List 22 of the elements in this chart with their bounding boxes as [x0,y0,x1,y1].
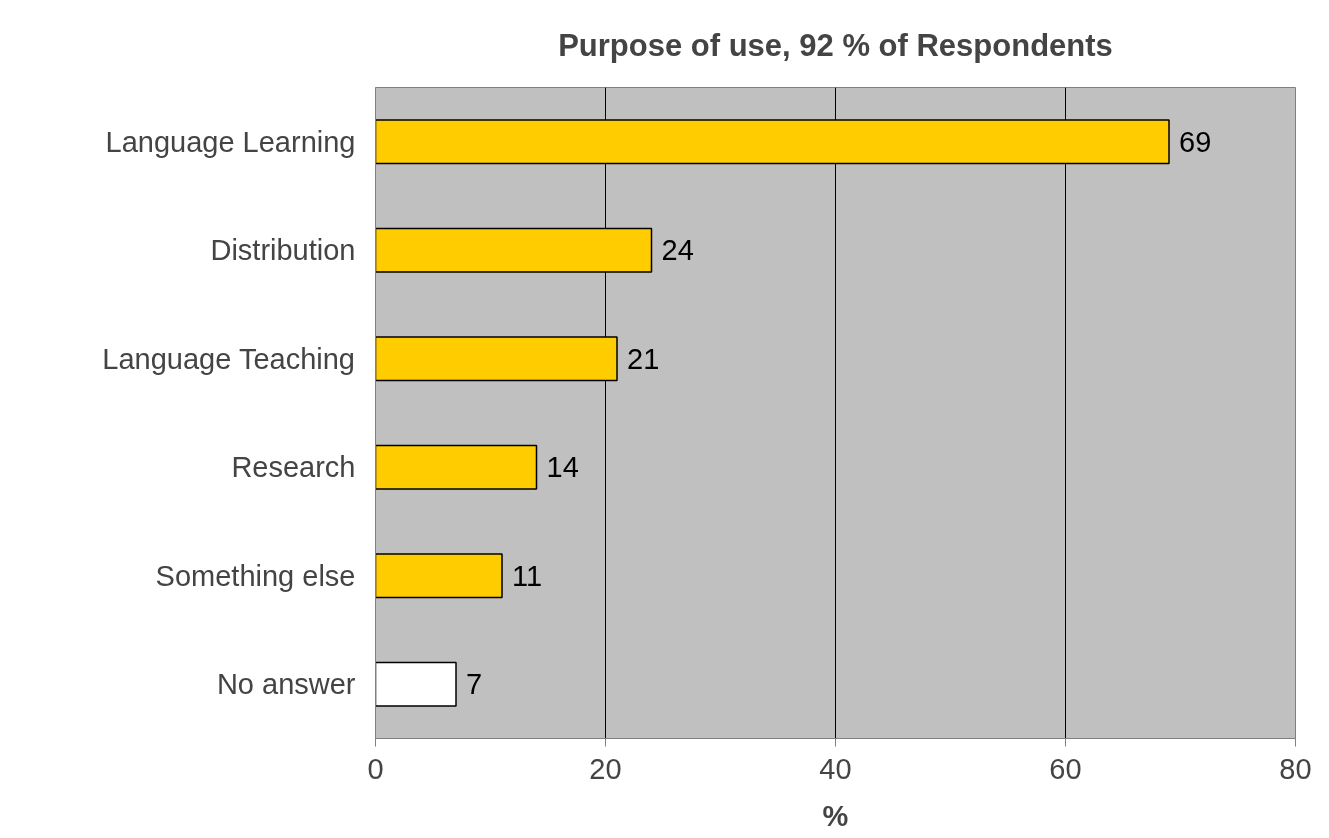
x-tick-label: 0 [367,752,384,785]
data-label: 7 [466,668,483,701]
y-tick-label: Language Teaching [102,342,355,375]
y-tick-label: Research [231,451,356,484]
data-label: 24 [661,234,694,267]
data-label: 14 [546,451,579,484]
data-label: 11 [512,559,543,592]
y-tick-label: Something else [155,559,356,592]
bar [375,553,503,599]
y-tick-label: Distribution [210,234,356,267]
bar [375,661,457,707]
x-tick-label: 80 [1279,752,1312,785]
y-tick-label: Language Learning [105,125,356,158]
y-tick-label: No answer [216,668,356,701]
data-label: 21 [627,342,660,375]
chart-title: Purpose of use, 92 % of Respondents [558,27,1113,63]
x-tick-label: 20 [589,752,622,785]
x-tick-label: 40 [819,752,852,785]
bar [375,444,538,490]
data-label: 69 [1179,125,1212,158]
x-tick-label: 60 [1049,752,1082,785]
x-axis-title: % [822,799,849,832]
